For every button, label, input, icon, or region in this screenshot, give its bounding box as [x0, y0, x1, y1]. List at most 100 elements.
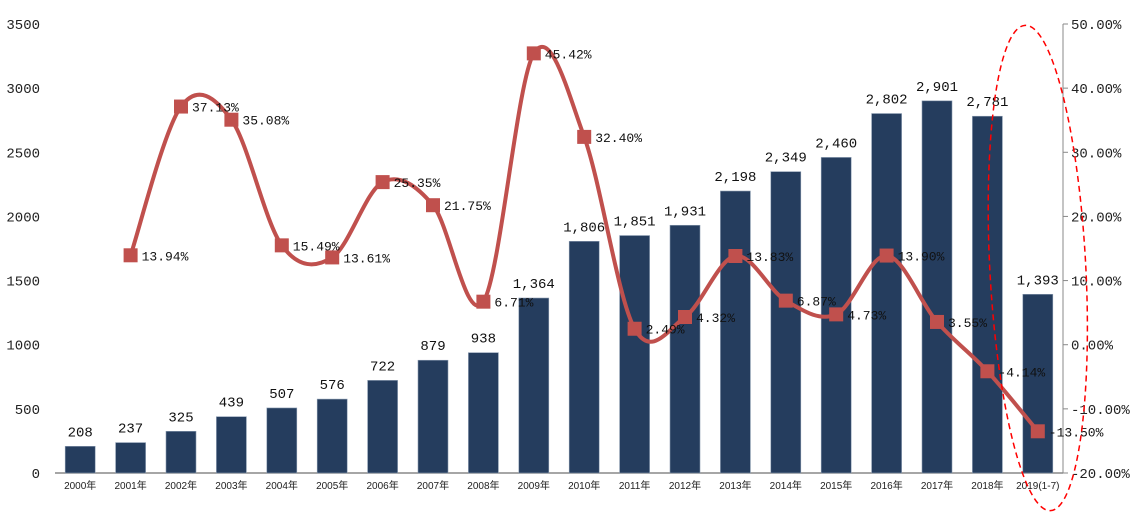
bar-data-label: 2,349 — [765, 151, 807, 167]
line-marker — [829, 307, 844, 322]
left-tick-label: 500 — [15, 403, 40, 419]
x-tick-label: 2000年 — [64, 479, 96, 492]
x-tick-label: 2001年 — [114, 479, 146, 492]
line-marker — [778, 293, 793, 308]
bar — [518, 297, 550, 474]
x-tick-label: 2018年 — [971, 479, 1003, 492]
line-data-label: 13.94% — [142, 249, 189, 264]
line-marker — [426, 198, 440, 213]
bar-data-label: 208 — [68, 425, 93, 441]
x-tick-label: 2011年 — [619, 479, 651, 492]
line-data-label: 13.61% — [343, 251, 390, 266]
line-data-label: -13.50% — [1049, 425, 1104, 440]
bar-data-label: 439 — [219, 396, 244, 412]
bar — [115, 442, 146, 474]
left-tick-label: 3500 — [6, 18, 40, 34]
line-marker — [980, 364, 995, 379]
left-tick-label: 3000 — [6, 82, 40, 98]
x-tick-label: 2008年 — [467, 479, 499, 492]
line-marker — [930, 314, 944, 329]
bar — [316, 398, 348, 474]
bar — [1022, 293, 1054, 474]
left-tick-label: 2500 — [6, 146, 40, 162]
line-marker — [476, 294, 491, 309]
line-marker — [879, 248, 894, 263]
line-data-label: 13.83% — [746, 250, 793, 265]
bar — [367, 380, 398, 474]
bar — [64, 446, 96, 474]
line-marker — [577, 129, 592, 144]
bar — [921, 100, 953, 474]
bar-data-label: 1,364 — [513, 277, 555, 293]
bar-data-label: 2,781 — [966, 95, 1008, 111]
bar — [720, 190, 751, 474]
line-data-label: 3.55% — [948, 316, 987, 331]
line-marker — [123, 248, 138, 263]
bar — [216, 416, 247, 474]
line-marker — [627, 321, 642, 336]
x-tick-label: 2007年 — [417, 479, 449, 492]
bar-data-label: 237 — [118, 422, 143, 438]
bar-data-label: 507 — [269, 387, 294, 403]
bar — [972, 115, 1003, 474]
x-tick-label: 2015年 — [820, 479, 852, 492]
line-marker — [1030, 424, 1045, 439]
right-tick-label: -20.00% — [1071, 467, 1130, 483]
x-tick-label: 2002年 — [165, 479, 197, 492]
bar-data-label: 938 — [471, 332, 496, 348]
x-tick-label: 2019(1-7) — [1016, 481, 1059, 492]
bar — [770, 171, 802, 474]
bar-data-label: 576 — [320, 378, 345, 394]
bar — [568, 241, 600, 474]
bar-data-label: 2,460 — [815, 136, 857, 152]
bar-data-label: 879 — [420, 339, 445, 355]
bar — [417, 359, 449, 474]
line-data-label: 4.73% — [847, 308, 886, 323]
line-data-label: 45.42% — [545, 47, 592, 62]
bar-data-label: 2,198 — [714, 170, 756, 186]
bar — [871, 113, 902, 474]
line-marker — [325, 250, 340, 265]
right-tick-label: 30.00% — [1071, 146, 1122, 162]
bar — [619, 235, 650, 474]
x-tick-label: 2004年 — [266, 479, 298, 492]
left-tick-label: 1500 — [6, 275, 40, 291]
line-marker — [274, 238, 289, 253]
right-tick-label: 20.00% — [1071, 210, 1122, 226]
right-tick-label: -10.00% — [1071, 403, 1130, 419]
x-tick-label: 2013年 — [719, 479, 751, 492]
bar — [165, 431, 197, 474]
bar-data-label: 2,901 — [916, 80, 958, 96]
line-marker — [728, 249, 743, 264]
line-data-label: 35.08% — [242, 114, 289, 129]
x-tick-label: 2014年 — [770, 479, 802, 492]
x-tick-label: 2016年 — [870, 479, 902, 492]
line-marker — [678, 310, 692, 325]
bar — [468, 352, 499, 474]
right-tick-label: 10.00% — [1071, 275, 1122, 291]
x-tick-label: 2010年 — [568, 479, 600, 492]
x-tick-label: 2017年 — [921, 479, 953, 492]
line-data-label: 13.90% — [898, 250, 945, 265]
line-marker — [526, 46, 541, 61]
left-tick-label: 1000 — [6, 339, 40, 355]
right-tick-label: 40.00% — [1071, 82, 1122, 98]
bar-data-label: 325 — [168, 410, 193, 426]
line-data-label: -4.14% — [998, 365, 1045, 380]
x-tick-label: 2003年 — [215, 479, 247, 492]
bar-data-label: 722 — [370, 359, 395, 375]
bar — [669, 224, 701, 474]
bar-data-label: 1,806 — [563, 220, 605, 236]
highlight-ellipse — [987, 24, 1089, 512]
line-data-label: 21.75% — [444, 199, 491, 214]
line-data-label: 4.32% — [696, 311, 735, 326]
x-tick-label: 2012年 — [669, 479, 701, 492]
left-tick-label: 2000 — [6, 210, 40, 226]
line-marker — [375, 175, 390, 190]
x-tick-label: 2009年 — [518, 479, 550, 492]
left-tick-label: 0 — [32, 467, 40, 483]
bar-data-label: 1,851 — [614, 215, 656, 231]
right-tick-label: 0.00% — [1071, 339, 1114, 355]
line-data-label: 6.87% — [797, 295, 836, 310]
